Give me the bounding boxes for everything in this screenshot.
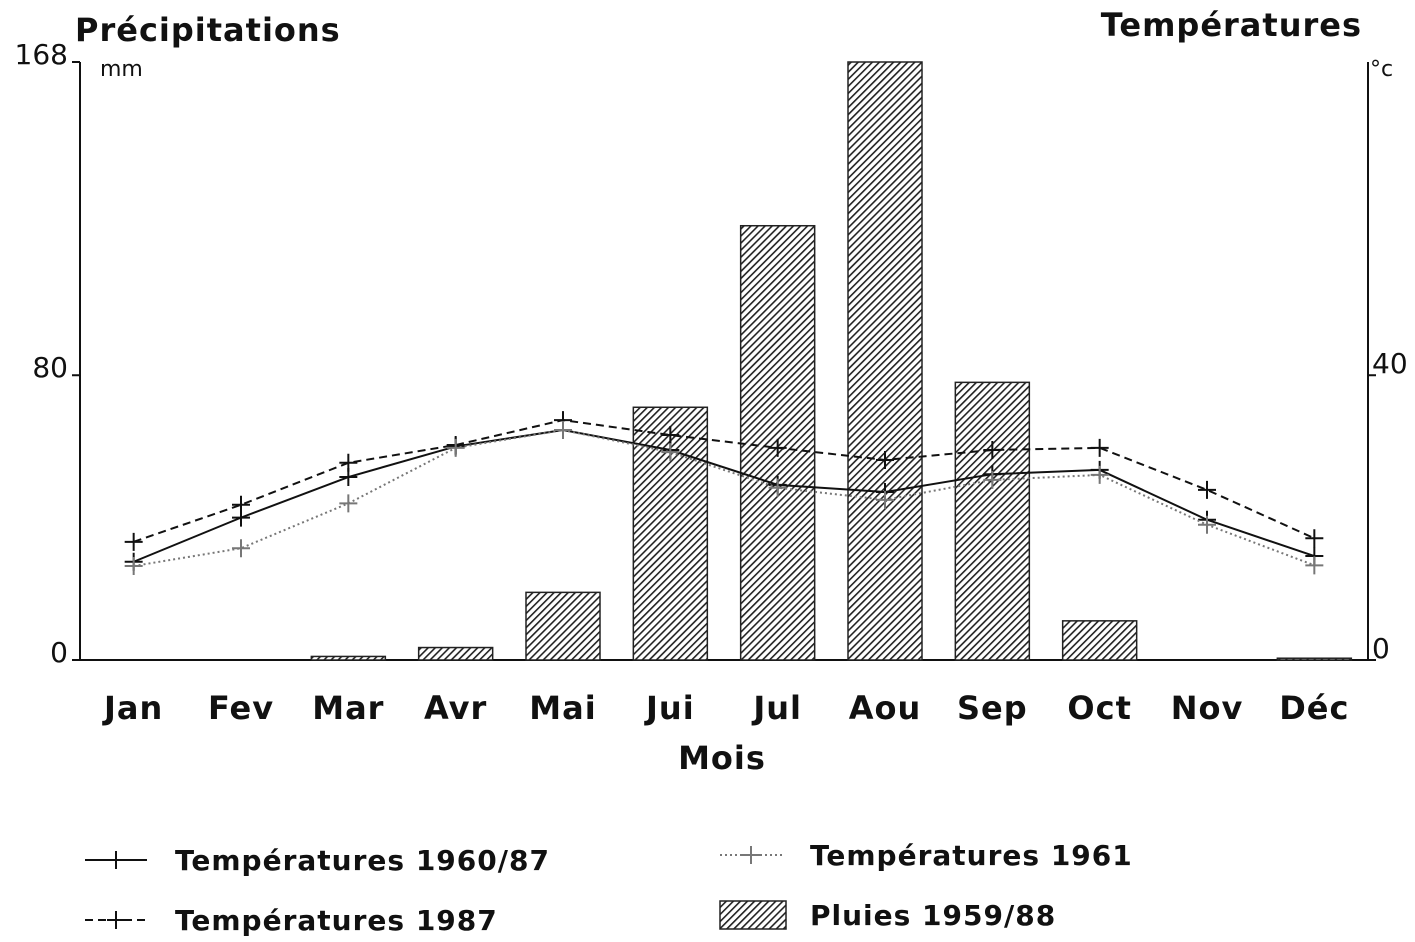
y2-unit: °c [1370,57,1393,82]
y-unit: mm [100,57,143,82]
x-tick-label: Mai [529,689,596,727]
cross-marker [1090,465,1109,484]
y-tick-label: 168 [15,38,68,71]
x-tick-label: Jul [751,689,802,727]
cross-marker [232,495,250,514]
y-tick-label: 80 [32,351,68,384]
cross-marker [876,450,894,469]
cross-marker [446,438,465,457]
cross-marker [983,470,1002,489]
temperature-line [133,419,1315,543]
bar [954,381,1031,661]
y2-tick-label: 0 [1372,632,1390,665]
cross-marker [124,532,143,551]
cross-marker [124,557,143,576]
x-tick-label: Jui [644,689,695,727]
x-label: Mois [678,739,766,777]
bar [1276,657,1353,661]
temperature-line [133,429,1315,568]
x-tick-label: Aou [849,689,922,727]
bar [417,646,494,661]
x-tick-label: Jan [102,689,163,727]
legend-swatch [719,900,787,930]
cross-marker [661,443,680,462]
legend-label: Températures 1960/87 [175,844,550,877]
cross-marker [661,426,680,445]
cross-marker [1090,438,1109,457]
legend-label: Pluies 1959/88 [810,899,1056,932]
cross-marker [768,478,787,497]
cross-marker [339,453,358,472]
legend-cross [107,911,125,929]
x-tick-label: Mar [312,689,384,727]
legend-label: Températures 1987 [175,904,498,937]
y2-title: Températures [1101,6,1362,44]
y-tick-label: 0 [50,636,68,669]
cross-marker [339,494,358,513]
cross-marker [983,440,1002,459]
cross-marker [1305,556,1324,575]
cross-marker [1198,515,1216,534]
cross-marker [1198,480,1216,499]
bar [847,61,923,661]
y-title: Précipitations [75,11,341,49]
bar [310,655,387,661]
cross-marker [876,490,894,509]
legend-cross [107,851,125,869]
cross-marker [768,438,787,457]
x-tick-label: Nov [1171,689,1244,727]
y2-tick-label: 40 [1372,347,1408,380]
bar [1061,620,1138,661]
x-tick-label: Avr [424,689,487,727]
x-tick-label: Oct [1067,689,1131,727]
x-tick-label: Déc [1279,689,1349,727]
cross-marker [554,421,572,440]
bar [525,591,601,661]
temperature-line [133,429,1315,563]
legend-cross [742,846,760,864]
cross-marker [1305,529,1324,548]
x-tick-label: Sep [957,689,1028,727]
cross-marker [232,539,250,558]
x-tick-label: Fev [208,689,274,727]
legend-label: Températures 1961 [810,839,1133,872]
